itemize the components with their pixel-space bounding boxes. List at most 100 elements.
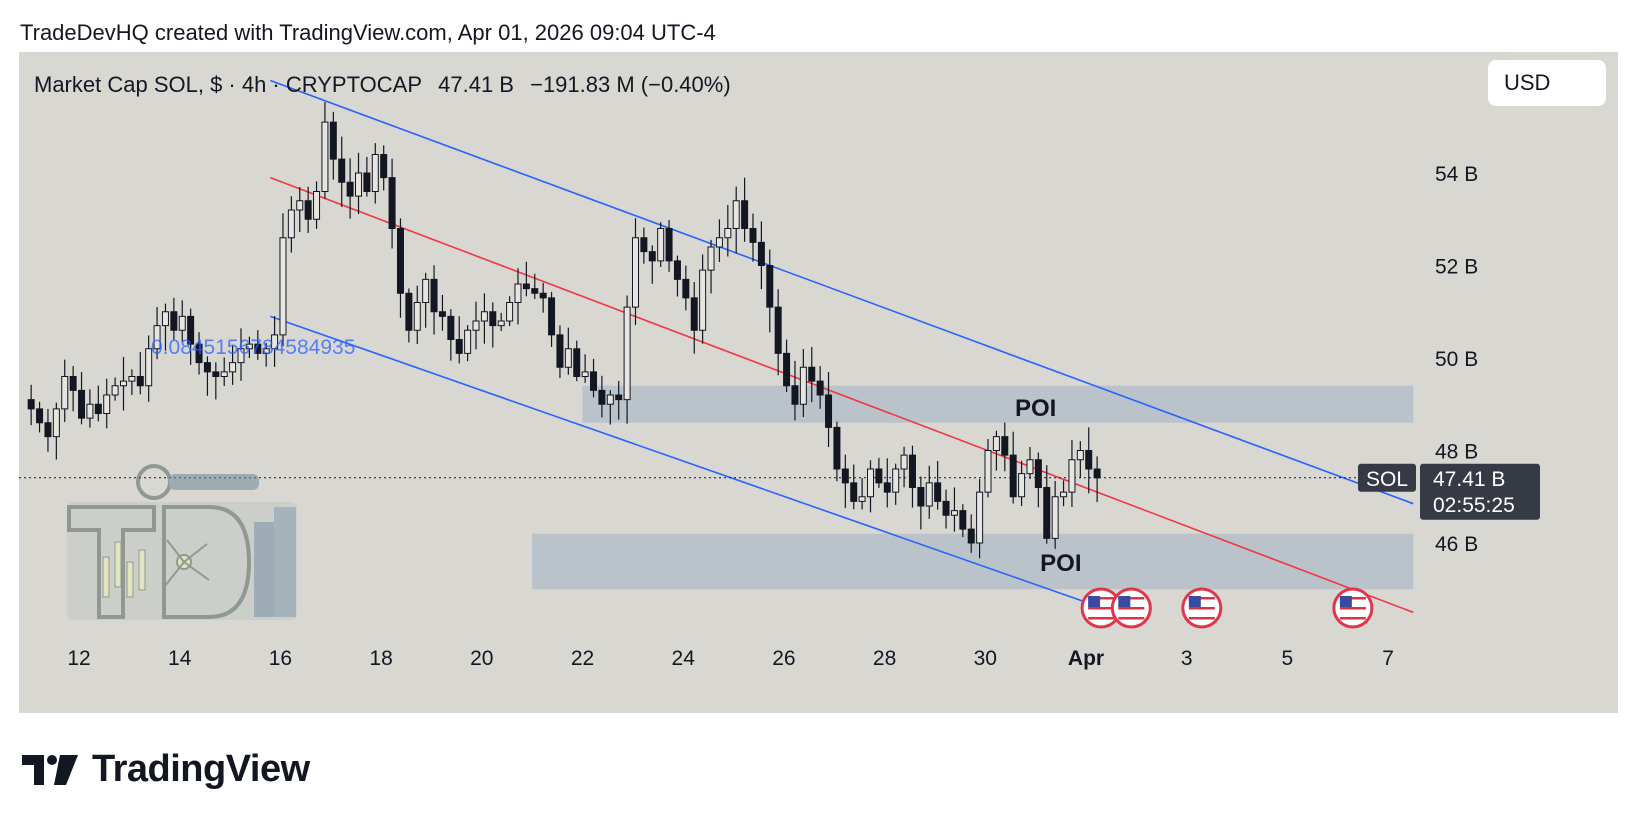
candle-body: [960, 511, 966, 530]
candle-body: [775, 307, 781, 353]
x-tick-label: 14: [168, 647, 192, 670]
candle-body: [79, 390, 85, 418]
candle-body: [893, 469, 899, 492]
candle-body: [95, 404, 101, 413]
candle-body: [658, 229, 664, 261]
candle-body: [53, 409, 59, 437]
price-tag-countdown: 02:55:25: [1433, 494, 1515, 517]
candle-body: [356, 173, 362, 196]
candle-body: [725, 229, 731, 238]
candle-body: [389, 178, 395, 229]
candle-body: [523, 284, 529, 289]
candle-body: [397, 229, 403, 294]
candle-body: [851, 483, 857, 502]
candle-body: [1010, 455, 1016, 497]
candle-body: [884, 483, 890, 492]
candle-body: [666, 229, 672, 261]
candle-body: [507, 303, 513, 322]
chart-caption: TradeDevHQ created with TradingView.com,…: [20, 20, 716, 46]
candle-body: [230, 363, 236, 372]
candle-body: [876, 469, 882, 483]
candle-body: [297, 201, 303, 210]
candle-body: [792, 386, 798, 405]
candle-body: [280, 238, 286, 335]
candle-body: [204, 363, 210, 372]
poi-label-1: POI: [1015, 395, 1056, 422]
candle-body: [28, 400, 34, 409]
x-tick-label: 12: [67, 647, 90, 670]
candle-body: [314, 192, 320, 220]
candle-body: [498, 321, 504, 326]
candle-body: [557, 335, 563, 367]
candle-body: [1069, 460, 1075, 492]
y-tick-label: 50 B: [1435, 348, 1478, 371]
candle-body: [935, 483, 941, 502]
x-tick-label: 7: [1382, 647, 1394, 670]
x-tick-label: 28: [873, 647, 896, 670]
candle-body: [909, 455, 915, 487]
candle-body: [137, 377, 143, 386]
candle-body: [708, 247, 714, 270]
candle-body: [120, 381, 126, 386]
x-tick-label: Apr: [1068, 647, 1104, 670]
us-flag-event-icon[interactable]: [1183, 589, 1221, 627]
candle-body: [1027, 460, 1033, 474]
candle-body: [784, 353, 790, 385]
candle-body: [901, 455, 907, 469]
candle-body: [691, 298, 697, 330]
candle-body: [162, 312, 168, 326]
candle-body: [305, 201, 311, 220]
candle-body: [977, 492, 983, 543]
candle-body: [213, 372, 219, 377]
y-tick-label: 48 B: [1435, 441, 1478, 464]
us-flag-event-icon[interactable]: [1334, 589, 1372, 627]
x-tick-label: 3: [1181, 647, 1193, 670]
candle-body: [750, 229, 756, 243]
x-tick-label: 30: [974, 647, 997, 670]
candle-body: [918, 488, 924, 507]
candle-body: [943, 501, 949, 515]
candle-body: [624, 307, 630, 400]
candle-body: [834, 427, 840, 469]
brand-name: TradingView: [92, 748, 310, 791]
x-tick-label: 18: [369, 647, 392, 670]
candle-body: [641, 238, 647, 252]
candle-body: [742, 201, 748, 229]
candle-body: [423, 279, 429, 302]
currency-button[interactable]: USD: [1488, 60, 1606, 106]
price-tag-value: 47.41 B: [1433, 468, 1505, 491]
symbol-price: 47.41 B: [438, 72, 514, 97]
poi-label-2: POI: [1040, 550, 1081, 577]
tradingview-logo-icon: [22, 755, 78, 785]
chart-panel[interactable]: 0.0845156784584935 POI POI 54 B 52 B 50 B 48…: [19, 52, 1618, 713]
candle-body: [758, 242, 764, 265]
candle-body: [549, 298, 555, 335]
candle-body: [582, 372, 588, 377]
candle-body: [465, 330, 471, 353]
candle-body: [414, 303, 420, 331]
poi-zone-1: [583, 386, 1414, 423]
candle-body: [1077, 451, 1083, 460]
us-flag-event-icon[interactable]: [1112, 589, 1150, 627]
candle-body: [716, 238, 722, 247]
candle-body: [62, 377, 68, 409]
candle-body: [1052, 497, 1058, 539]
candle-body: [683, 279, 689, 298]
tradingview-brand: TradingView: [22, 748, 310, 791]
candle-body: [70, 377, 76, 391]
candle-body: [37, 409, 43, 423]
x-tick-label: 20: [470, 647, 493, 670]
candle-body: [45, 423, 51, 437]
candle-body: [826, 395, 832, 427]
price-chart[interactable]: 0.0845156784584935 POI POI 54 B 52 B 50 B 48…: [19, 52, 1618, 713]
candle-body: [381, 155, 387, 178]
candle-body: [431, 279, 437, 311]
candle-body: [868, 469, 874, 497]
candle-body: [700, 270, 706, 330]
candle-body: [372, 155, 378, 192]
candle-body: [599, 390, 605, 404]
candle-body: [129, 377, 135, 382]
candle-body: [221, 372, 227, 377]
candle-body: [330, 122, 336, 159]
candle-body: [179, 316, 185, 330]
